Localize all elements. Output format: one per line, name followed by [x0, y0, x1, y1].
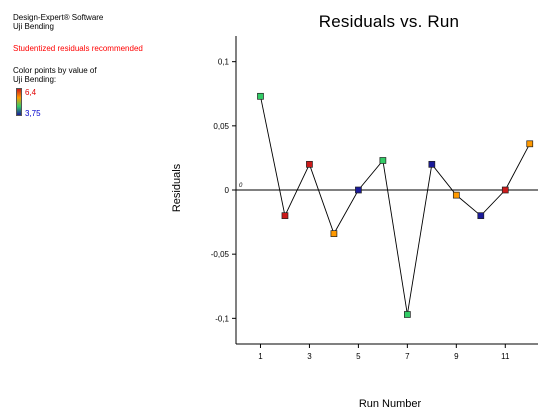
y-tick-label: -0,1	[215, 314, 229, 323]
color-legend-line1: Color points by value of	[13, 66, 97, 75]
y-tick-label: 0	[225, 186, 230, 195]
zero-reference-label: 0	[239, 183, 243, 189]
residual-point	[452, 191, 460, 199]
warning-text: Studentized residuals recommended	[13, 44, 143, 53]
chart-title: Residuals vs. Run	[318, 12, 460, 31]
residual-point	[404, 311, 411, 318]
software-name: Design-Expert® Software	[13, 13, 104, 22]
residual-point	[306, 160, 313, 168]
residual-point	[281, 212, 289, 220]
residual-point	[477, 212, 485, 220]
residual-point	[501, 186, 509, 194]
residual-point	[330, 230, 338, 237]
response-name: Uji Bending	[13, 22, 54, 31]
x-axis-label: Run Number	[358, 398, 422, 410]
x-tick-label: 5	[356, 352, 361, 361]
color-legend-line2: Uji Bending:	[13, 75, 57, 84]
x-tick-label: 7	[405, 352, 410, 361]
y-tick-label: 0,05	[213, 122, 229, 131]
legend-high-value: 6,4	[25, 88, 37, 97]
residual-point	[428, 160, 436, 168]
residual-point	[379, 157, 387, 164]
residual-point	[355, 186, 362, 194]
y-tick-label: 0,1	[218, 58, 230, 67]
color-gradient-bar	[16, 88, 22, 116]
x-tick-label: 11	[501, 352, 510, 361]
software-info: Design-Expert® Software Uji Bending	[13, 13, 103, 31]
residuals-series-line	[260, 96, 531, 315]
legend-low-value: 3,75	[25, 109, 41, 118]
residual-point	[526, 140, 534, 148]
x-tick-label: 9	[454, 352, 459, 361]
x-tick-label: 1	[258, 352, 263, 361]
y-tick-label: -0,05	[211, 250, 230, 259]
residual-point	[257, 92, 264, 100]
x-tick-label: 3	[307, 352, 312, 361]
color-legend-caption: Color points by value of Uji Bending:	[13, 66, 97, 84]
